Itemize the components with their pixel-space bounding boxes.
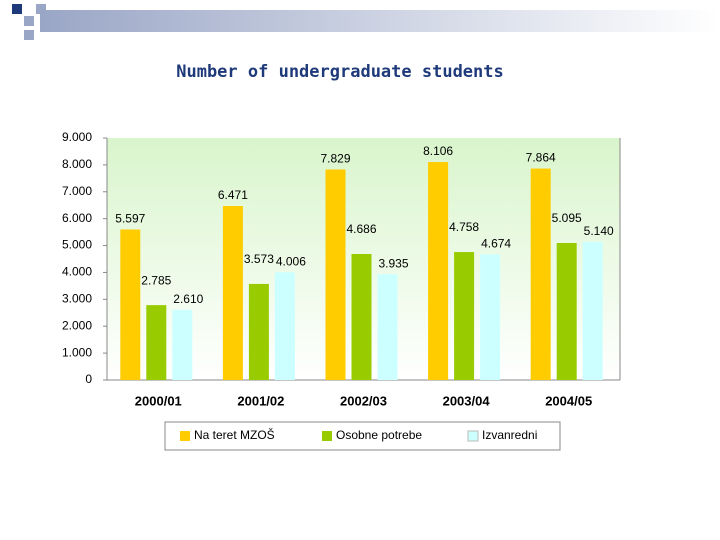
legend-swatch [322,431,332,441]
legend-label: Osobne potrebe [336,428,422,442]
header-band [40,10,720,32]
bar [454,252,475,380]
data-label: 4.686 [346,222,376,236]
bar [351,253,372,380]
deco-square [12,4,22,14]
bar [480,254,501,380]
data-label: 2.785 [141,273,171,287]
x-tick-label: 2001/02 [237,393,284,408]
y-tick-label: 3.000 [62,292,92,306]
deco-square [24,30,34,40]
data-label: 5.140 [584,224,614,238]
y-tick-label: 6.000 [62,211,92,225]
y-tick-label: 9.000 [62,130,92,144]
bar [582,241,603,380]
y-tick-label: 4.000 [62,265,92,279]
data-label: 3.573 [244,252,274,266]
deco-square [24,16,34,26]
x-tick-label: 2004/05 [545,393,592,408]
data-label: 4.674 [481,236,511,250]
deco-square [36,4,46,14]
legend-swatch [467,430,479,442]
data-label: 5.095 [552,211,582,225]
legend-label: Izvanredni [482,428,537,442]
bar [274,272,295,380]
bar [428,162,449,380]
x-tick-label: 2003/04 [443,393,491,408]
data-label: 3.935 [378,256,408,270]
bar [377,274,398,380]
x-tick-label: 2002/03 [340,393,387,408]
bar [556,243,577,380]
data-label: 6.471 [218,188,248,202]
y-tick-label: 1.000 [62,345,92,359]
y-tick-label: 5.000 [62,238,92,252]
chart-title: Number of undergraduate students [176,62,504,82]
data-label: 4.758 [449,220,479,234]
bar [172,309,193,380]
y-tick-label: 7.000 [62,184,92,198]
data-label: 4.006 [276,254,306,268]
bar [248,283,269,380]
data-label: 7.829 [320,152,350,166]
y-tick-label: 8.000 [62,157,92,171]
bar [325,169,346,380]
legend-label: Na teret MZOŠ [194,427,275,442]
data-label: 2.610 [173,292,203,306]
bar [120,229,141,380]
y-tick-label: 2.000 [62,318,92,332]
data-label: 8.106 [423,144,453,158]
y-tick-label: 0 [85,372,92,386]
bar [530,168,551,380]
data-label: 5.597 [115,212,145,226]
bar [222,206,243,380]
legend [164,421,561,451]
x-tick-label: 2000/01 [135,393,182,408]
legend-swatch [180,431,190,441]
bar [146,305,167,380]
data-label: 7.864 [526,151,556,165]
